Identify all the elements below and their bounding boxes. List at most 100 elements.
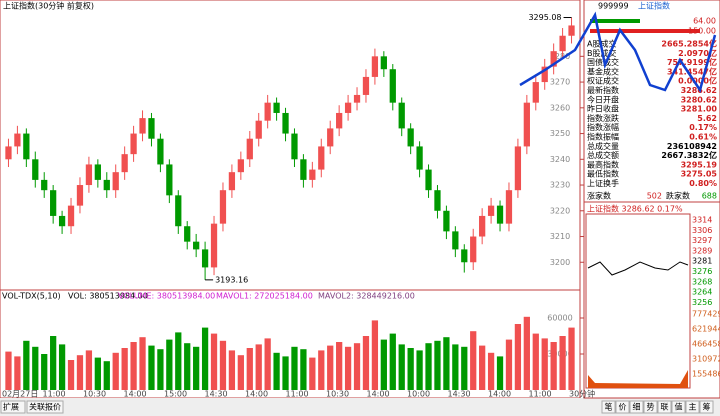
volume-bar [32, 346, 39, 390]
volume-bar [41, 354, 48, 390]
candle-body [344, 102, 352, 113]
volume-bar [496, 356, 504, 390]
mini-title: 上证指数 3286.62 0.17% [587, 204, 683, 214]
footer-tab[interactable] [0, 400, 26, 414]
candle-body [389, 69, 396, 103]
mini-tick: 3306 [692, 226, 712, 235]
candle-body [309, 169, 316, 180]
tab-label[interactable]: 值 [675, 402, 683, 412]
candle-body [166, 164, 173, 196]
volume-bar [85, 350, 93, 390]
code: 999999 [598, 2, 629, 11]
tab[interactable] [671, 400, 686, 414]
volume-bar [559, 336, 566, 390]
volume-bar [353, 343, 361, 390]
candle-body [327, 128, 334, 147]
candle-body [416, 146, 423, 170]
row-value: 3281.00 [681, 105, 718, 114]
tab[interactable] [629, 400, 644, 414]
candle-body [32, 159, 39, 180]
x-tick-label: 11:00 [529, 390, 552, 399]
candle-body [452, 231, 459, 250]
side-panel [583, 0, 720, 399]
x-tick-label: 11:00 [43, 390, 66, 399]
annotation: 3193.16 [215, 275, 248, 284]
mini-line [587, 261, 689, 276]
row-label: 总成交量 [587, 141, 619, 151]
candle-body [434, 190, 441, 211]
tab[interactable] [643, 400, 658, 414]
mini-tick: 3297 [692, 236, 712, 245]
tab-label[interactable]: 势 [647, 402, 655, 412]
mini-vol-tick: 155486 [692, 370, 720, 379]
candle-body [532, 82, 539, 103]
volume-label: MAVOL2: 328449216.00 [318, 292, 415, 301]
volume-bar [380, 339, 387, 390]
volume-bar [237, 355, 244, 390]
row-value: 2.0970亿 [678, 48, 717, 58]
candle-body [112, 172, 119, 191]
mini-vol-tick: 777429 [692, 310, 720, 319]
volume-bar [550, 342, 557, 390]
volume-bar [318, 350, 325, 390]
row-value: 0.80% [689, 179, 717, 188]
y-tick-label: 60000 [547, 314, 572, 323]
candle-body [371, 56, 379, 77]
mini-tick: 3281 [692, 257, 712, 266]
row-label: 最新指数 [587, 85, 619, 95]
y-tick-label: 3230 [550, 181, 570, 190]
row-label: 最低指数 [587, 169, 619, 179]
volume-bar [23, 340, 30, 390]
volume-bar [452, 344, 459, 390]
volume-bar [67, 360, 75, 390]
tab-label[interactable]: 筹 [703, 402, 711, 412]
volume-bar [58, 344, 66, 390]
mini-vol-tick: 466458 [692, 340, 720, 349]
row-value: 3280.62 [681, 95, 717, 104]
candle-body [130, 133, 137, 155]
mini-vol-tick: 310972 [692, 355, 720, 364]
toolbar [0, 398, 720, 416]
tab[interactable] [685, 400, 700, 414]
tab-label[interactable]: 价 [619, 403, 627, 412]
row-value: 757.9199亿 [667, 57, 717, 67]
row-label: 总成交额 [587, 150, 619, 160]
footer-tab[interactable] [26, 400, 64, 414]
tab-label[interactable]: 细 [633, 402, 641, 412]
tab[interactable] [657, 400, 672, 414]
mini-tick: 3264 [692, 288, 712, 297]
x-tick-label: 14:00 [124, 390, 147, 399]
tab-label[interactable]: 联 [661, 403, 669, 412]
candle-body [487, 205, 495, 216]
candle-body [362, 76, 370, 95]
candle-body [461, 249, 468, 263]
y-tick-label: 3270 [550, 78, 570, 87]
volume-bar [94, 357, 101, 390]
volume-bar [336, 342, 343, 390]
candle-body [407, 128, 414, 147]
candle-body [139, 118, 146, 134]
tab[interactable] [601, 400, 616, 414]
candle-body [121, 154, 128, 173]
candle-body [58, 215, 66, 227]
candle-body [291, 133, 298, 160]
volume-bar [371, 320, 379, 390]
mini-volume [588, 370, 688, 388]
tab-label[interactable]: 笔 [605, 402, 613, 412]
volume-bar [514, 324, 522, 390]
x-tick-label: 30分钟 [569, 389, 595, 399]
y-tick-label: 3280 [550, 52, 570, 61]
row-label: 上证换手 [587, 178, 619, 188]
row-value: 2665.2854亿 [661, 39, 717, 49]
candle-body [523, 102, 530, 147]
candle-body [496, 205, 504, 224]
mini-tick: 3256 [692, 298, 712, 307]
candle-body [568, 25, 575, 36]
tab-label[interactable]: 主 [689, 402, 697, 412]
footer-tab-label[interactable]: 关联报价 [29, 402, 61, 412]
footer-tab-label[interactable]: 扩展 [3, 402, 19, 412]
tab[interactable] [615, 400, 630, 414]
tab[interactable] [699, 400, 714, 414]
annotation: 3295.08 [528, 13, 561, 22]
